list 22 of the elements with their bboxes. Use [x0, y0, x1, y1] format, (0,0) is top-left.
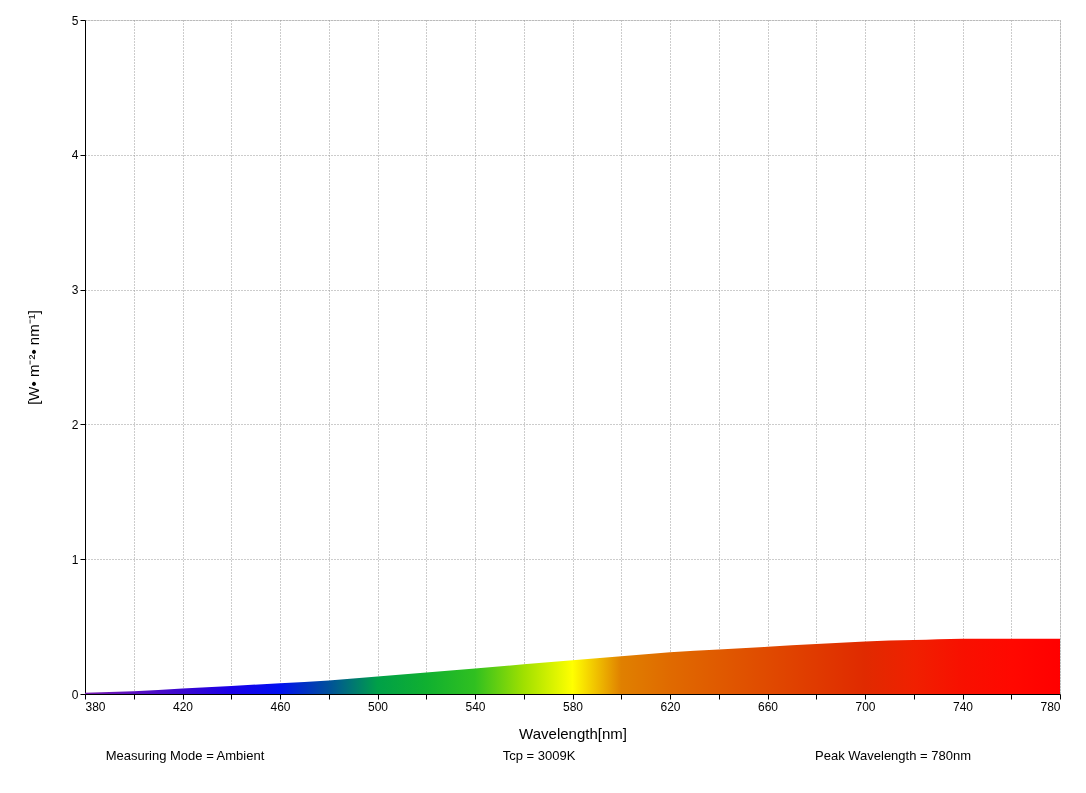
- text: Measuring Mode = Ambient: [105, 748, 265, 763]
- x-tick-label: 580: [562, 699, 584, 714]
- x-tick-label: 420: [172, 699, 194, 714]
- x-tick-label: 660: [757, 699, 779, 714]
- y-tick-label: 4: [71, 148, 79, 163]
- x-tick-label: 380: [85, 699, 106, 714]
- text: Peak Wavelength = 780nm: [815, 748, 971, 763]
- x-tick-label: 740: [952, 699, 974, 714]
- y-tick-label: 1: [71, 552, 79, 567]
- x-tick-label: 500: [367, 699, 389, 714]
- y-axis-title: [W• m⁻²• nm⁻¹]: [24, 310, 42, 405]
- x-tick-label: 780: [1040, 699, 1061, 714]
- x-tick-label: 540: [465, 699, 486, 714]
- y-tick-label: 5: [71, 13, 79, 28]
- y-tick-label: 2: [71, 417, 79, 432]
- x-tick-label: 620: [660, 699, 681, 714]
- text: Tcp = 3009K: [502, 748, 576, 763]
- x-axis-title: Wavelength[nm]: [519, 724, 627, 742]
- x-tick-label: 460: [270, 699, 291, 714]
- y-tick-label: 3: [71, 283, 79, 298]
- y-tick-label: 0: [71, 687, 79, 702]
- x-tick-label: 700: [855, 699, 876, 714]
